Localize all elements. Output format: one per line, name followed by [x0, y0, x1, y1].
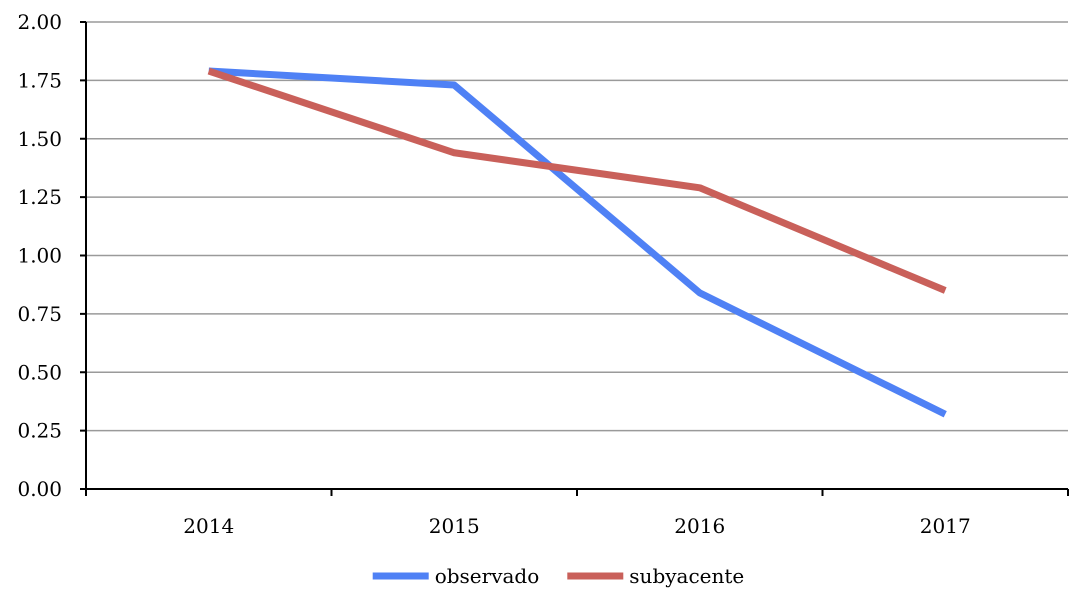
y-tick-label: 0.25	[17, 419, 62, 443]
legend-label-subyacente: subyacente	[629, 564, 744, 588]
y-tick-label: 1.00	[17, 244, 62, 268]
series-layer	[207, 67, 947, 418]
y-tick-label: 0.50	[17, 360, 62, 384]
series-line-observado	[208, 67, 947, 418]
grid-layer	[86, 21, 1068, 432]
axis-layer: 0.00 0.25 0.50 0.75 1.00 1.25 1.50 1.75 2.00 2014…	[17, 10, 1069, 538]
y-tick-label: 1.25	[17, 185, 62, 209]
x-tick-label: 2015	[429, 514, 480, 538]
legend-label-observado: observado	[435, 564, 540, 588]
y-tick-label: 0.75	[17, 302, 62, 326]
series-line-subyacente	[207, 67, 947, 294]
y-tick-label: 1.75	[17, 68, 62, 92]
y-tick-label: 1.50	[17, 127, 62, 151]
y-tick-label: 0.00	[17, 477, 62, 501]
x-tick-label: 2014	[183, 514, 234, 538]
legend: observado subyacente	[372, 564, 744, 588]
y-tick-label: 2.00	[17, 10, 62, 34]
x-tick-label: 2017	[920, 514, 971, 538]
x-tick-label: 2016	[674, 514, 725, 538]
